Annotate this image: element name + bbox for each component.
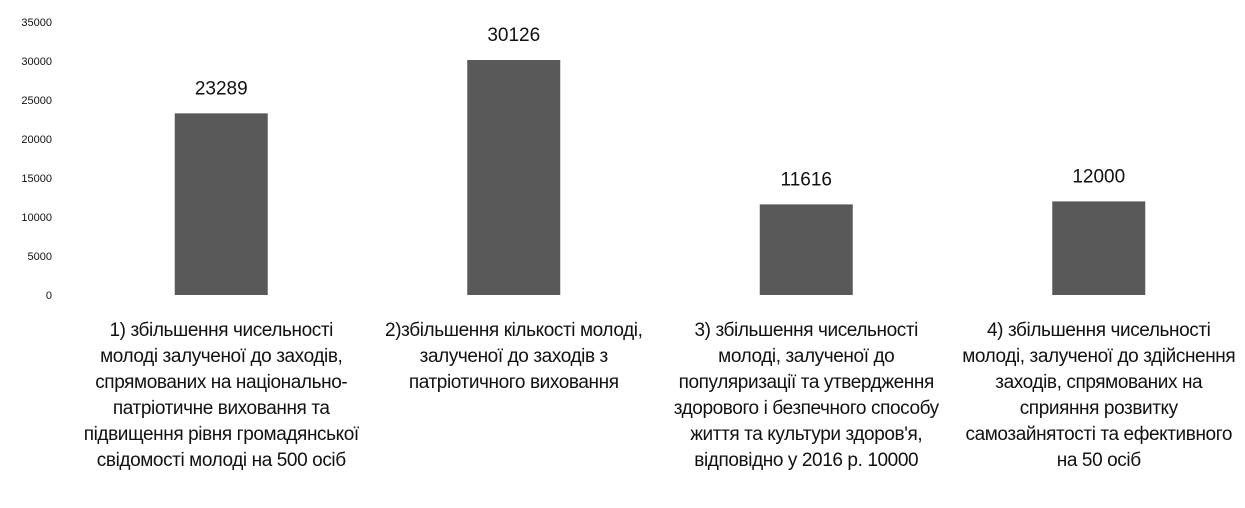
y-tick-label: 25000 <box>21 95 52 107</box>
bars <box>175 60 1146 295</box>
y-tick-label: 30000 <box>21 56 52 68</box>
data-label: 11616 <box>781 169 832 190</box>
category-label: 3) збільшення чисельності молоді, залуче… <box>664 318 949 474</box>
data-label: 12000 <box>1072 166 1125 187</box>
category-label: 1) збільшення чисельності молоді залучен… <box>79 318 364 474</box>
y-tick-label: 10000 <box>21 212 52 224</box>
data-label: 30126 <box>487 25 540 46</box>
data-labels: 23289 30126 11616 12000 <box>195 25 1125 190</box>
bar <box>467 60 560 295</box>
y-tick-label: 5000 <box>28 251 52 263</box>
bar <box>175 113 268 295</box>
y-tick-label: 20000 <box>21 134 52 146</box>
category-label: 4) збільшення чисельності молоді, залуче… <box>956 318 1241 474</box>
bar <box>1052 201 1145 295</box>
bar-chart: 35000 30000 25000 20000 15000 10000 5000 0 2328… <box>0 0 1245 310</box>
y-tick-label: 0 <box>46 290 52 302</box>
y-tick-label: 35000 <box>21 17 52 29</box>
bar <box>760 204 853 295</box>
data-label: 23289 <box>195 78 248 99</box>
y-axis-ticks: 35000 30000 25000 20000 15000 10000 5000 0 <box>21 17 52 302</box>
category-label: 2)збільшення кількості молоді, залученої… <box>371 318 656 396</box>
y-tick-label: 15000 <box>21 173 52 185</box>
